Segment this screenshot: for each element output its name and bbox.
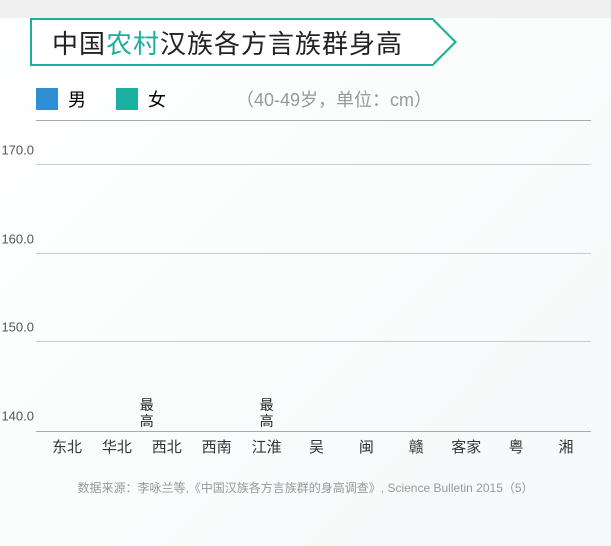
- title-banner: 中国农村汉族各方言族群身高: [30, 18, 611, 66]
- source-text: 数据来源：李咏兰等,《中国汉族各方言族群的身高调查》, Science Bull…: [0, 479, 611, 496]
- x-tick-label: 西北: [142, 436, 192, 457]
- bars-container: 最 高最 高: [42, 121, 591, 431]
- title-pre: 中国: [52, 24, 106, 61]
- title-highlight: 农村: [106, 24, 160, 61]
- x-tick-label: 东北: [42, 436, 92, 457]
- y-tick-label: 170.0: [0, 143, 34, 158]
- x-tick-label: 华北: [92, 436, 142, 457]
- x-tick-label: 赣: [391, 436, 441, 457]
- x-tick-label: 闽: [341, 436, 391, 457]
- title-arrow: 中国农村汉族各方言族群身高: [30, 18, 433, 66]
- swatch-female: [116, 88, 138, 110]
- legend: 男 女 （40-49岁，单位：cm）: [36, 86, 611, 112]
- legend-female-label: 女: [148, 86, 166, 112]
- y-tick-label: 140.0: [0, 409, 34, 424]
- annotation: 最 高: [140, 398, 154, 429]
- chart-area: 最 高最 高 140.0150.0160.0170.0: [36, 120, 591, 432]
- x-tick-label: 客家: [441, 436, 491, 457]
- x-tick-label: 湘: [541, 436, 591, 457]
- gridline: [36, 253, 591, 254]
- annotation: 最 高: [260, 398, 274, 429]
- gridline: [36, 164, 591, 165]
- y-tick-label: 150.0: [0, 320, 34, 335]
- y-tick-label: 160.0: [0, 231, 34, 246]
- x-tick-label: 吴: [292, 436, 342, 457]
- x-axis-labels: 东北华北西北西南江淮吴闽赣客家粤湘: [42, 436, 591, 457]
- x-tick-label: 江淮: [242, 436, 292, 457]
- swatch-male: [36, 88, 58, 110]
- legend-subtitle: （40-49岁，单位：cm）: [236, 86, 432, 112]
- x-tick-label: 粤: [491, 436, 541, 457]
- x-tick-label: 西南: [192, 436, 242, 457]
- gridline: [36, 341, 591, 342]
- legend-male-label: 男: [68, 86, 86, 112]
- title-post: 汉族各方言族群身高: [160, 24, 403, 61]
